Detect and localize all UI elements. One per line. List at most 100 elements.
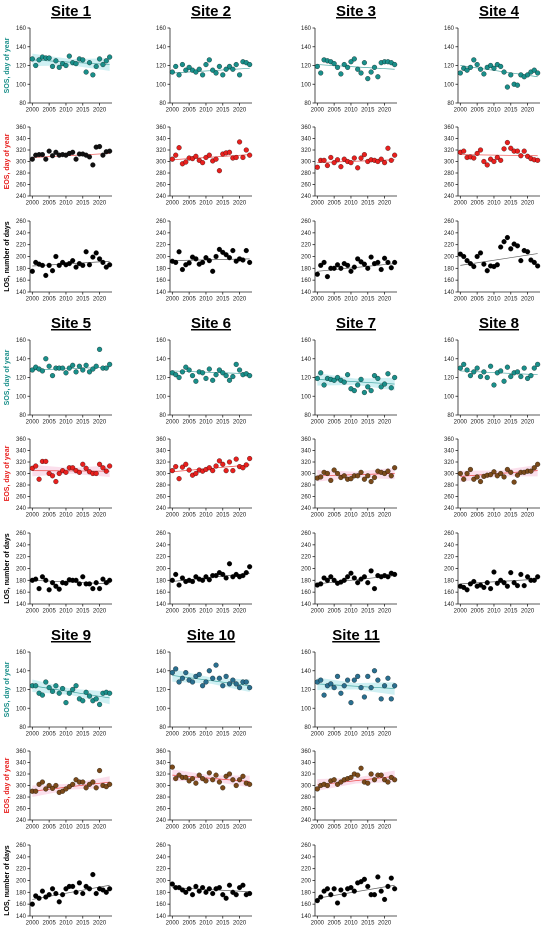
x-tick-label: 2015 — [504, 513, 518, 519]
data-point — [223, 373, 229, 379]
data-point — [518, 258, 524, 264]
data-point — [358, 155, 364, 161]
y-tick-label: 340 — [156, 761, 167, 767]
data-point — [206, 577, 212, 583]
los-axis-label: LOS, number of days — [4, 845, 11, 916]
x-tick-label: 2000 — [26, 921, 40, 927]
y-tick-label: 240 — [444, 543, 455, 549]
data-point — [382, 896, 388, 902]
eos-subplot: 240 260 280 300 320 340 360 2000 2005 2010 2015 202… — [156, 125, 253, 207]
data-point — [471, 264, 477, 270]
data-point — [43, 156, 49, 162]
data-point — [385, 883, 391, 889]
y-tick-label: 200 — [16, 879, 27, 885]
x-tick-label: 2005 — [470, 297, 484, 303]
data-point — [76, 880, 82, 886]
y-tick-label: 200 — [444, 567, 455, 573]
data-point — [371, 474, 378, 481]
y-tick-label: 240 — [156, 543, 167, 549]
x-tick-label: 2020 — [233, 201, 247, 207]
data-point — [186, 467, 192, 473]
data-point — [334, 64, 341, 70]
data-point — [471, 57, 477, 63]
x-tick-label: 2005 — [182, 825, 196, 831]
x-tick-label: 2020 — [93, 609, 107, 615]
x-tick-label: 2010 — [59, 921, 73, 927]
data-point — [63, 62, 69, 69]
data-point — [179, 62, 185, 68]
data-point — [100, 62, 106, 68]
y-tick-label: 360 — [16, 437, 27, 443]
y-tick-label: 120 — [16, 688, 27, 694]
x-tick-label: 2000 — [26, 825, 40, 831]
x-tick-label: 2020 — [233, 921, 247, 927]
x-tick-label: 2010 — [344, 513, 358, 519]
data-point — [83, 785, 89, 791]
x-tick-label: 2005 — [327, 825, 341, 831]
x-tick-label: 2000 — [311, 609, 325, 615]
los-subplot: 140 160 180 200 220 240 260 2000 2005 2010 2015 202… — [156, 219, 253, 303]
x-tick-label: 2005 — [42, 201, 56, 207]
data-point — [36, 586, 42, 592]
data-point — [206, 886, 212, 892]
data-point — [392, 683, 398, 689]
eos-axis-label: EOS, day of year — [4, 757, 11, 813]
sos-subplot: 80 100 120 140 160 2000 2005 2010 2015 2020 — [156, 338, 253, 426]
trend-line — [317, 64, 395, 70]
data-point — [93, 696, 99, 702]
y-tick-label: 160 — [301, 902, 312, 908]
data-point — [80, 698, 86, 704]
data-point — [331, 160, 337, 166]
y-tick-label: 320 — [16, 460, 27, 466]
data-point — [501, 69, 507, 75]
data-point — [56, 470, 62, 477]
data-point — [477, 478, 484, 485]
data-point — [474, 253, 480, 260]
x-tick-label: 2000 — [311, 732, 325, 738]
eos-subplot: 240 260 280 300 320 340 360 2000 2005 2010 2015 202… — [156, 437, 253, 519]
data-point — [36, 895, 42, 901]
data-point — [39, 888, 45, 894]
x-tick-label: 2005 — [42, 513, 56, 519]
y-tick-label: 340 — [444, 137, 455, 143]
data-point — [233, 154, 239, 161]
data-point — [358, 469, 364, 475]
data-point — [348, 59, 354, 65]
trend-line — [172, 370, 250, 375]
data-point — [504, 235, 510, 241]
data-point — [213, 463, 219, 469]
data-point — [514, 583, 521, 589]
data-point — [80, 574, 86, 580]
data-point — [474, 62, 480, 68]
x-tick-label: 2005 — [470, 609, 484, 615]
data-point — [107, 781, 113, 787]
data-point — [467, 261, 473, 267]
y-tick-label: 140 — [16, 357, 27, 363]
y-tick-label: 280 — [301, 171, 312, 177]
data-point — [508, 570, 514, 576]
data-point — [193, 470, 199, 477]
data-point — [345, 64, 351, 70]
data-point — [196, 66, 202, 72]
y-tick-label: 100 — [444, 394, 455, 400]
data-point — [388, 473, 394, 479]
data-point — [321, 692, 327, 698]
y-tick-label: 280 — [444, 483, 455, 489]
data-point — [90, 366, 96, 372]
data-point — [392, 62, 398, 68]
site-title: Site 10 — [187, 627, 235, 644]
x-tick-label: 2000 — [166, 420, 180, 426]
data-point — [46, 685, 52, 691]
data-point — [351, 677, 357, 683]
x-tick-label: 2010 — [487, 201, 501, 207]
sos-axis-label: SOS, day of year — [4, 661, 11, 717]
data-point — [351, 56, 357, 62]
sos-subplot: 80 100 120 140 160 2000 2005 2010 2015 2020 — [444, 338, 541, 426]
data-point — [361, 876, 367, 882]
x-tick-label: 2015 — [504, 609, 518, 615]
x-tick-label: 2005 — [470, 201, 484, 207]
y-tick-label: 160 — [16, 26, 27, 32]
data-point — [39, 262, 45, 268]
data-point — [375, 677, 381, 683]
